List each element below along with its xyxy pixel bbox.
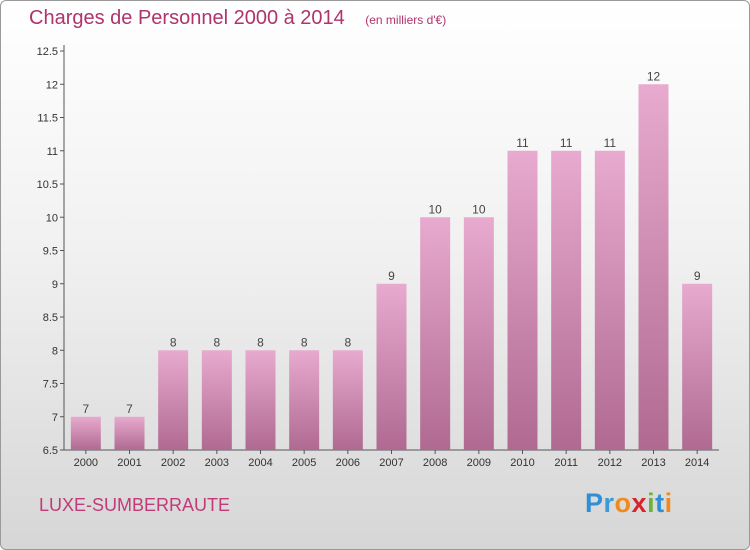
y-tick-label: 8.5 bbox=[43, 312, 58, 324]
data-label-2001: 7 bbox=[126, 402, 133, 416]
data-label-2009: 10 bbox=[472, 202, 486, 216]
logo-letter: P bbox=[585, 488, 604, 518]
y-tick-label: 7.5 bbox=[43, 379, 58, 391]
data-label-2005: 8 bbox=[301, 335, 308, 349]
x-tick-label-2012: 2012 bbox=[598, 457, 622, 469]
bar-2013[interactable] bbox=[638, 84, 669, 450]
data-label-2007: 9 bbox=[388, 269, 395, 283]
x-tick-label-2002: 2002 bbox=[161, 457, 185, 469]
y-tick-label: 9.5 bbox=[43, 246, 58, 258]
data-label-2011: 11 bbox=[560, 136, 573, 150]
data-label-2010: 11 bbox=[516, 136, 529, 150]
data-label-2012: 11 bbox=[604, 136, 617, 150]
bar-2006[interactable] bbox=[332, 350, 363, 450]
logo-letter: x bbox=[631, 488, 648, 518]
bar-2010[interactable] bbox=[507, 150, 538, 450]
x-tick-label-2014: 2014 bbox=[685, 457, 709, 469]
bar-2011[interactable] bbox=[551, 150, 582, 450]
x-tick-label-2010: 2010 bbox=[510, 457, 534, 469]
y-tick-label: 11 bbox=[47, 146, 58, 158]
data-label-2004: 8 bbox=[257, 335, 264, 349]
y-tick-label: 10.5 bbox=[37, 179, 58, 191]
y-tick-label: 7 bbox=[52, 412, 58, 424]
bar-2000[interactable] bbox=[70, 416, 101, 450]
x-tick-label-2000: 2000 bbox=[74, 457, 98, 469]
x-tick-label-2013: 2013 bbox=[641, 457, 665, 469]
bar-2005[interactable] bbox=[289, 350, 320, 450]
bar-2012[interactable] bbox=[594, 150, 625, 450]
logo-letter: i bbox=[647, 488, 656, 518]
y-tick-label: 12.5 bbox=[37, 46, 58, 58]
bar-2007[interactable] bbox=[376, 283, 407, 450]
bar-2002[interactable] bbox=[158, 350, 189, 450]
x-tick-label-2004: 2004 bbox=[248, 457, 272, 469]
bar-2004[interactable] bbox=[245, 350, 276, 450]
unit-note: (en milliers d'€) bbox=[365, 13, 447, 27]
bar-2008[interactable] bbox=[420, 217, 451, 450]
commune-name: LUXE-SUMBERRAUTE bbox=[39, 495, 231, 515]
x-tick-label-2006: 2006 bbox=[336, 457, 360, 469]
data-label-2003: 8 bbox=[213, 335, 220, 349]
y-tick-label: 10 bbox=[46, 212, 58, 224]
chart-header: Charges de Personnel 2000 à 2014 (en mil… bbox=[29, 7, 446, 30]
proxiti-logo[interactable]: Proxiti bbox=[585, 488, 673, 519]
y-tick-label: 11.5 bbox=[37, 113, 58, 125]
x-tick-label-2011: 2011 bbox=[554, 457, 578, 469]
x-tick-label-2009: 2009 bbox=[467, 457, 491, 469]
logo-letter: i bbox=[664, 488, 673, 518]
data-label-2013: 12 bbox=[647, 69, 661, 83]
y-tick-label: 9 bbox=[52, 279, 58, 291]
y-tick-label: 8 bbox=[52, 345, 58, 357]
chart-title: Charges de Personnel 2000 à 2014 bbox=[29, 7, 345, 29]
bar-2009[interactable] bbox=[463, 217, 494, 450]
x-tick-label-2005: 2005 bbox=[292, 457, 316, 469]
x-tick-label-2003: 2003 bbox=[205, 457, 229, 469]
x-tick-label-2008: 2008 bbox=[423, 457, 447, 469]
data-label-2008: 10 bbox=[428, 202, 442, 216]
logo-letter: t bbox=[655, 488, 665, 518]
y-tick-label: 6.5 bbox=[43, 445, 58, 457]
y-tick-label: 12 bbox=[46, 79, 58, 91]
bar-2001[interactable] bbox=[114, 416, 145, 450]
x-tick-label-2001: 2001 bbox=[117, 457, 141, 469]
data-label-2002: 8 bbox=[170, 335, 177, 349]
data-label-2014: 9 bbox=[694, 269, 701, 283]
bar-2014[interactable] bbox=[682, 283, 713, 450]
data-label-2006: 8 bbox=[344, 335, 351, 349]
data-label-2000: 7 bbox=[82, 402, 89, 416]
x-tick-label-2007: 2007 bbox=[379, 457, 403, 469]
logo-letter: r bbox=[603, 488, 615, 518]
logo-letter: o bbox=[614, 488, 632, 518]
bar-2003[interactable] bbox=[201, 350, 232, 450]
